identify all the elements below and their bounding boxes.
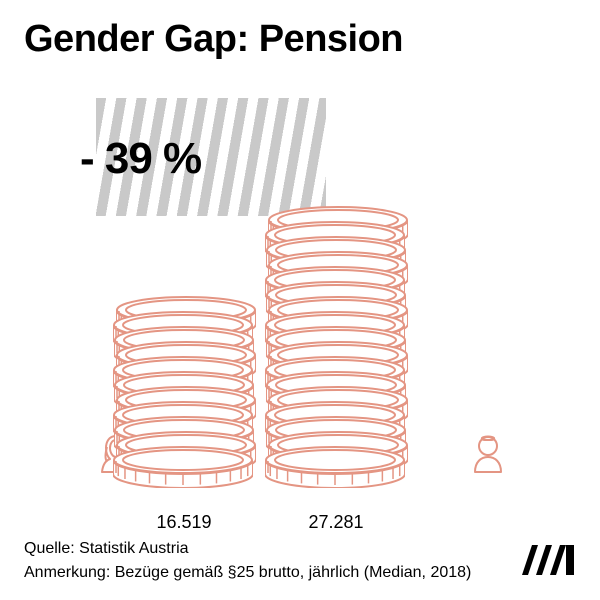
value-label-female: 16.519 [109,512,259,533]
gap-percentage-label: - 39 % [80,134,201,184]
coin [265,446,405,488]
source-text: Quelle: Statistik Austria [24,540,189,558]
male-bust-icon [470,432,506,481]
page-title: Gender Gap: Pension [24,18,403,61]
coin-stack-male [266,233,406,488]
value-label-male: 27.281 [261,512,411,533]
coin [113,446,253,488]
brand-logo-icon [522,545,576,580]
coin-stack-female [114,323,254,488]
note-text: Anmerkung: Bezüge gemäß §25 brutto, jähr… [24,564,471,582]
